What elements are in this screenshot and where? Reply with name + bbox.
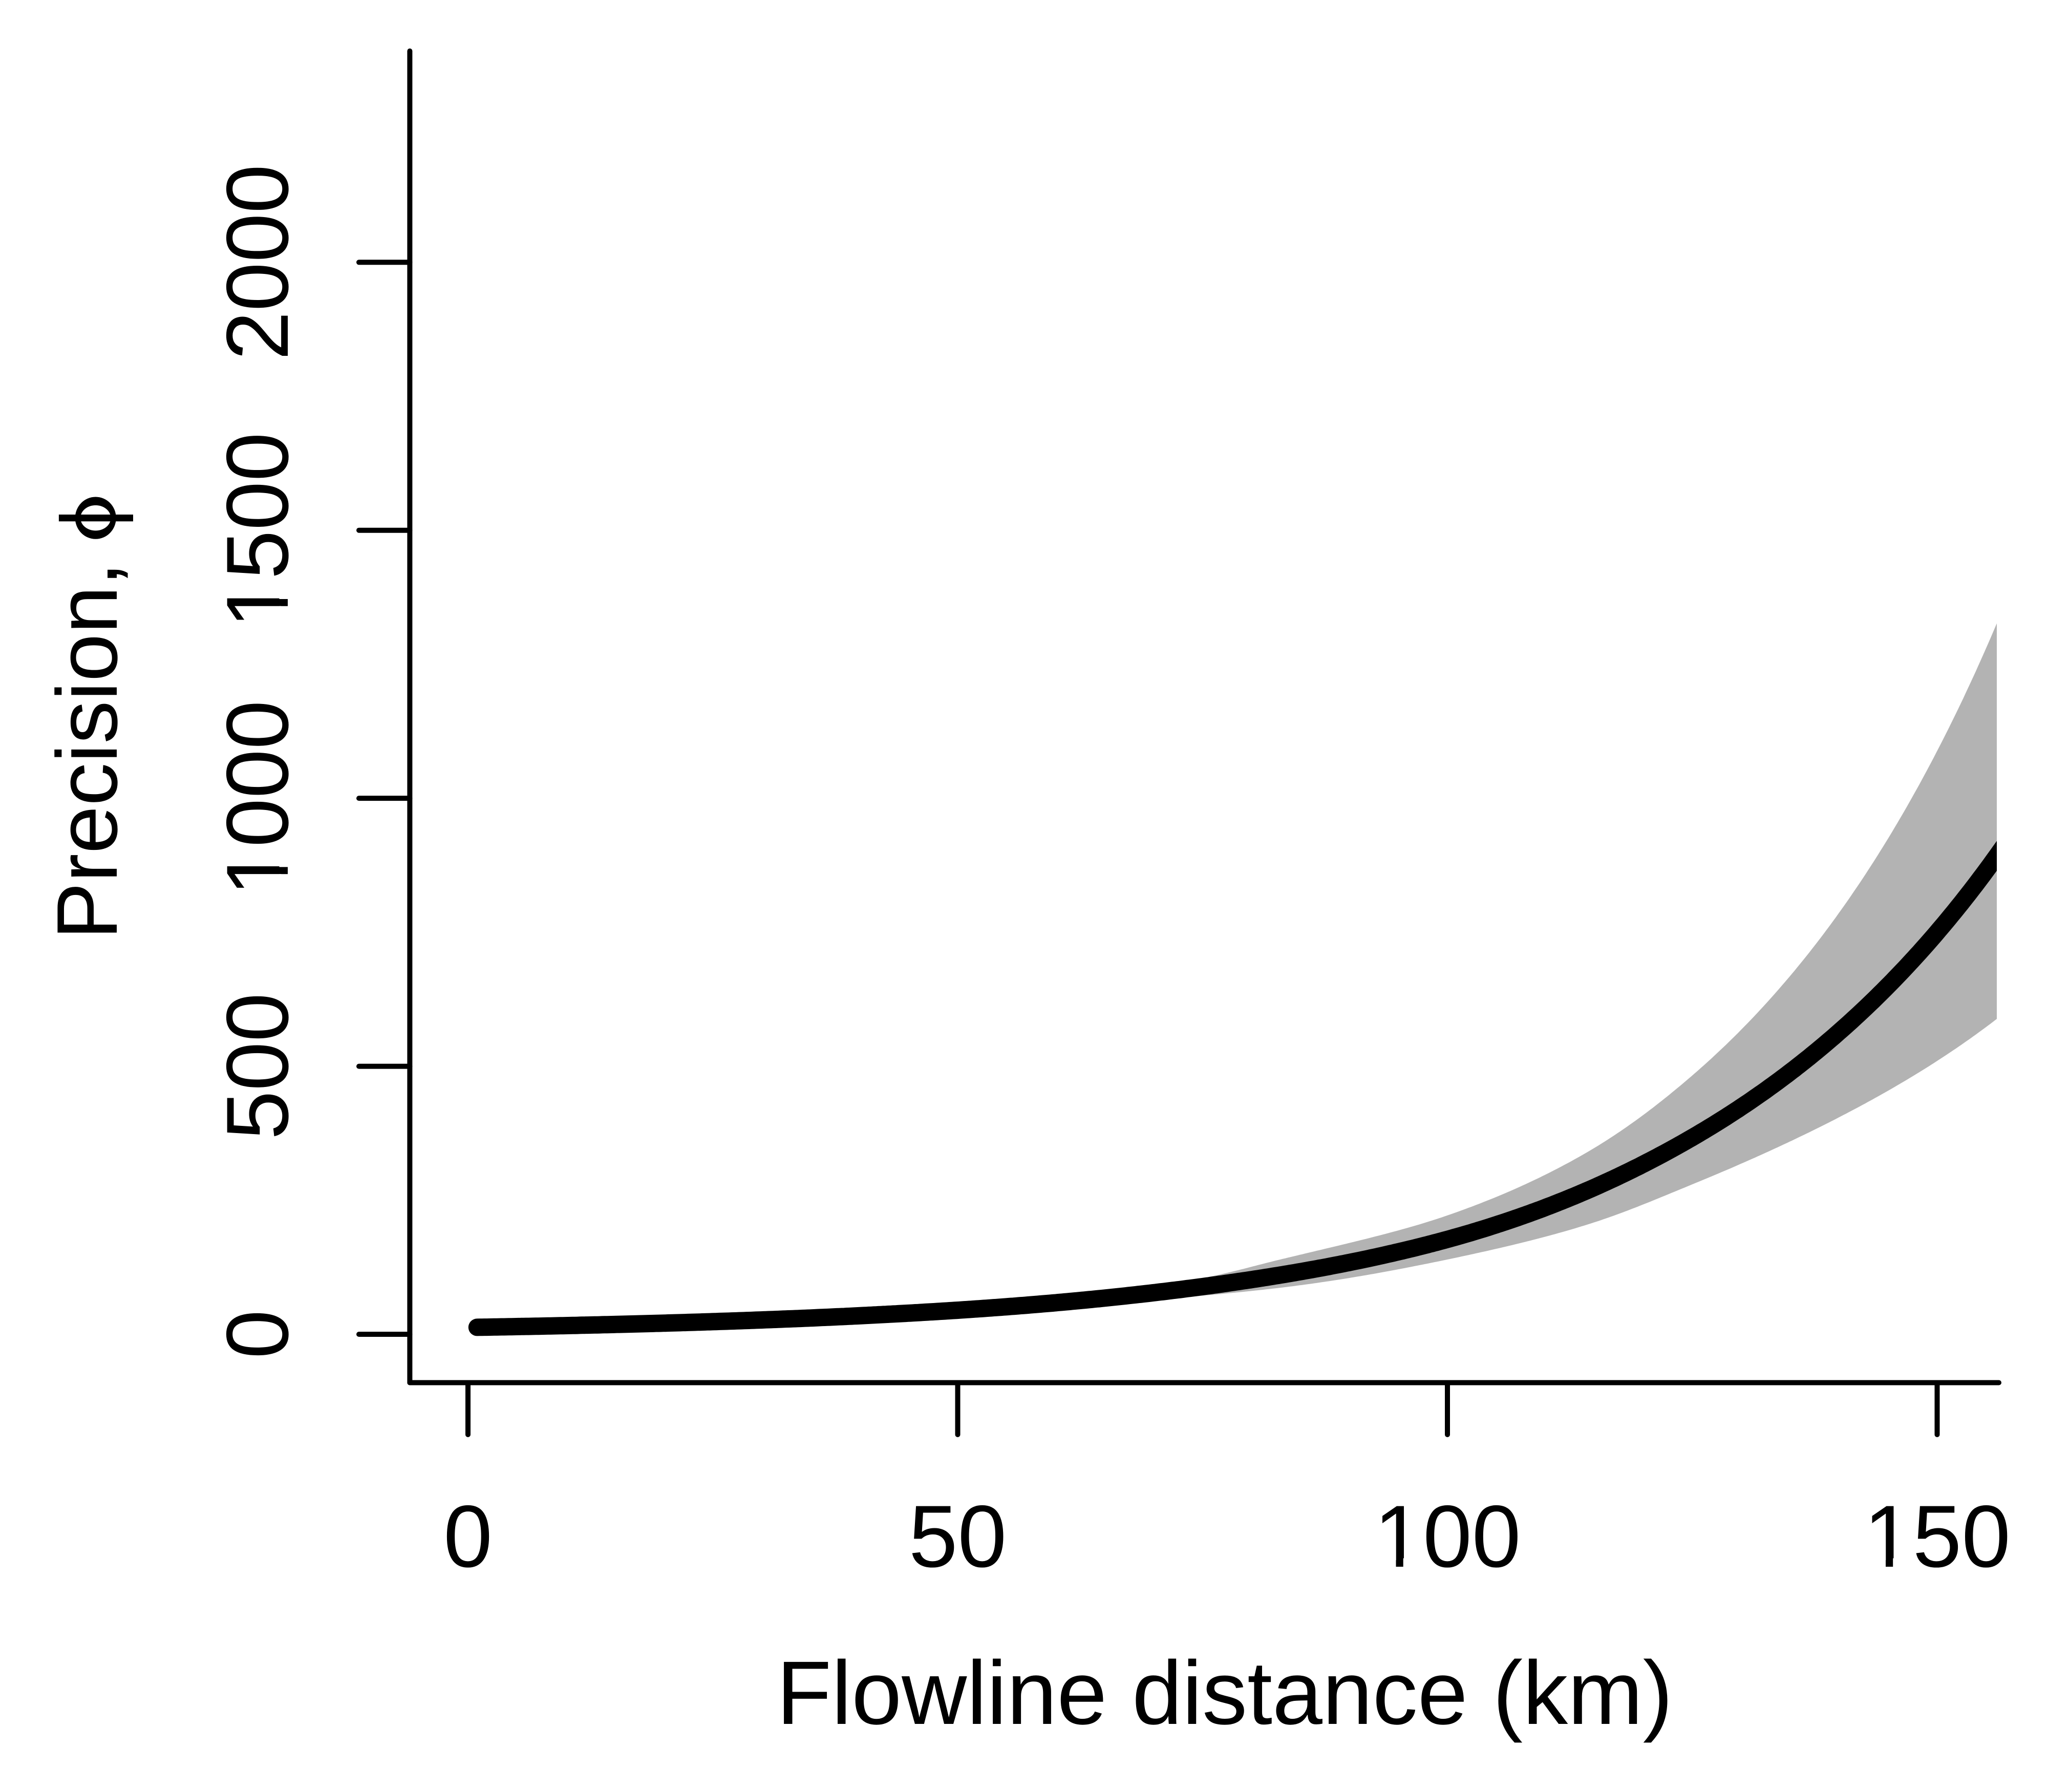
svg-text:Flowline distance (km): Flowline distance (km)	[777, 1643, 1673, 1743]
svg-text:0: 0	[208, 1310, 307, 1359]
svg-text:150: 150	[1864, 1487, 2011, 1586]
svg-text:1000: 1000	[208, 700, 307, 897]
svg-text:100: 100	[1374, 1487, 1521, 1586]
svg-text:Precision,: Precision,	[39, 562, 135, 940]
svg-text:0: 0	[443, 1487, 493, 1586]
svg-text:2000: 2000	[208, 164, 307, 360]
svg-text:500: 500	[208, 993, 307, 1140]
svg-text:50: 50	[909, 1487, 1007, 1586]
svg-text:1500: 1500	[208, 432, 307, 628]
